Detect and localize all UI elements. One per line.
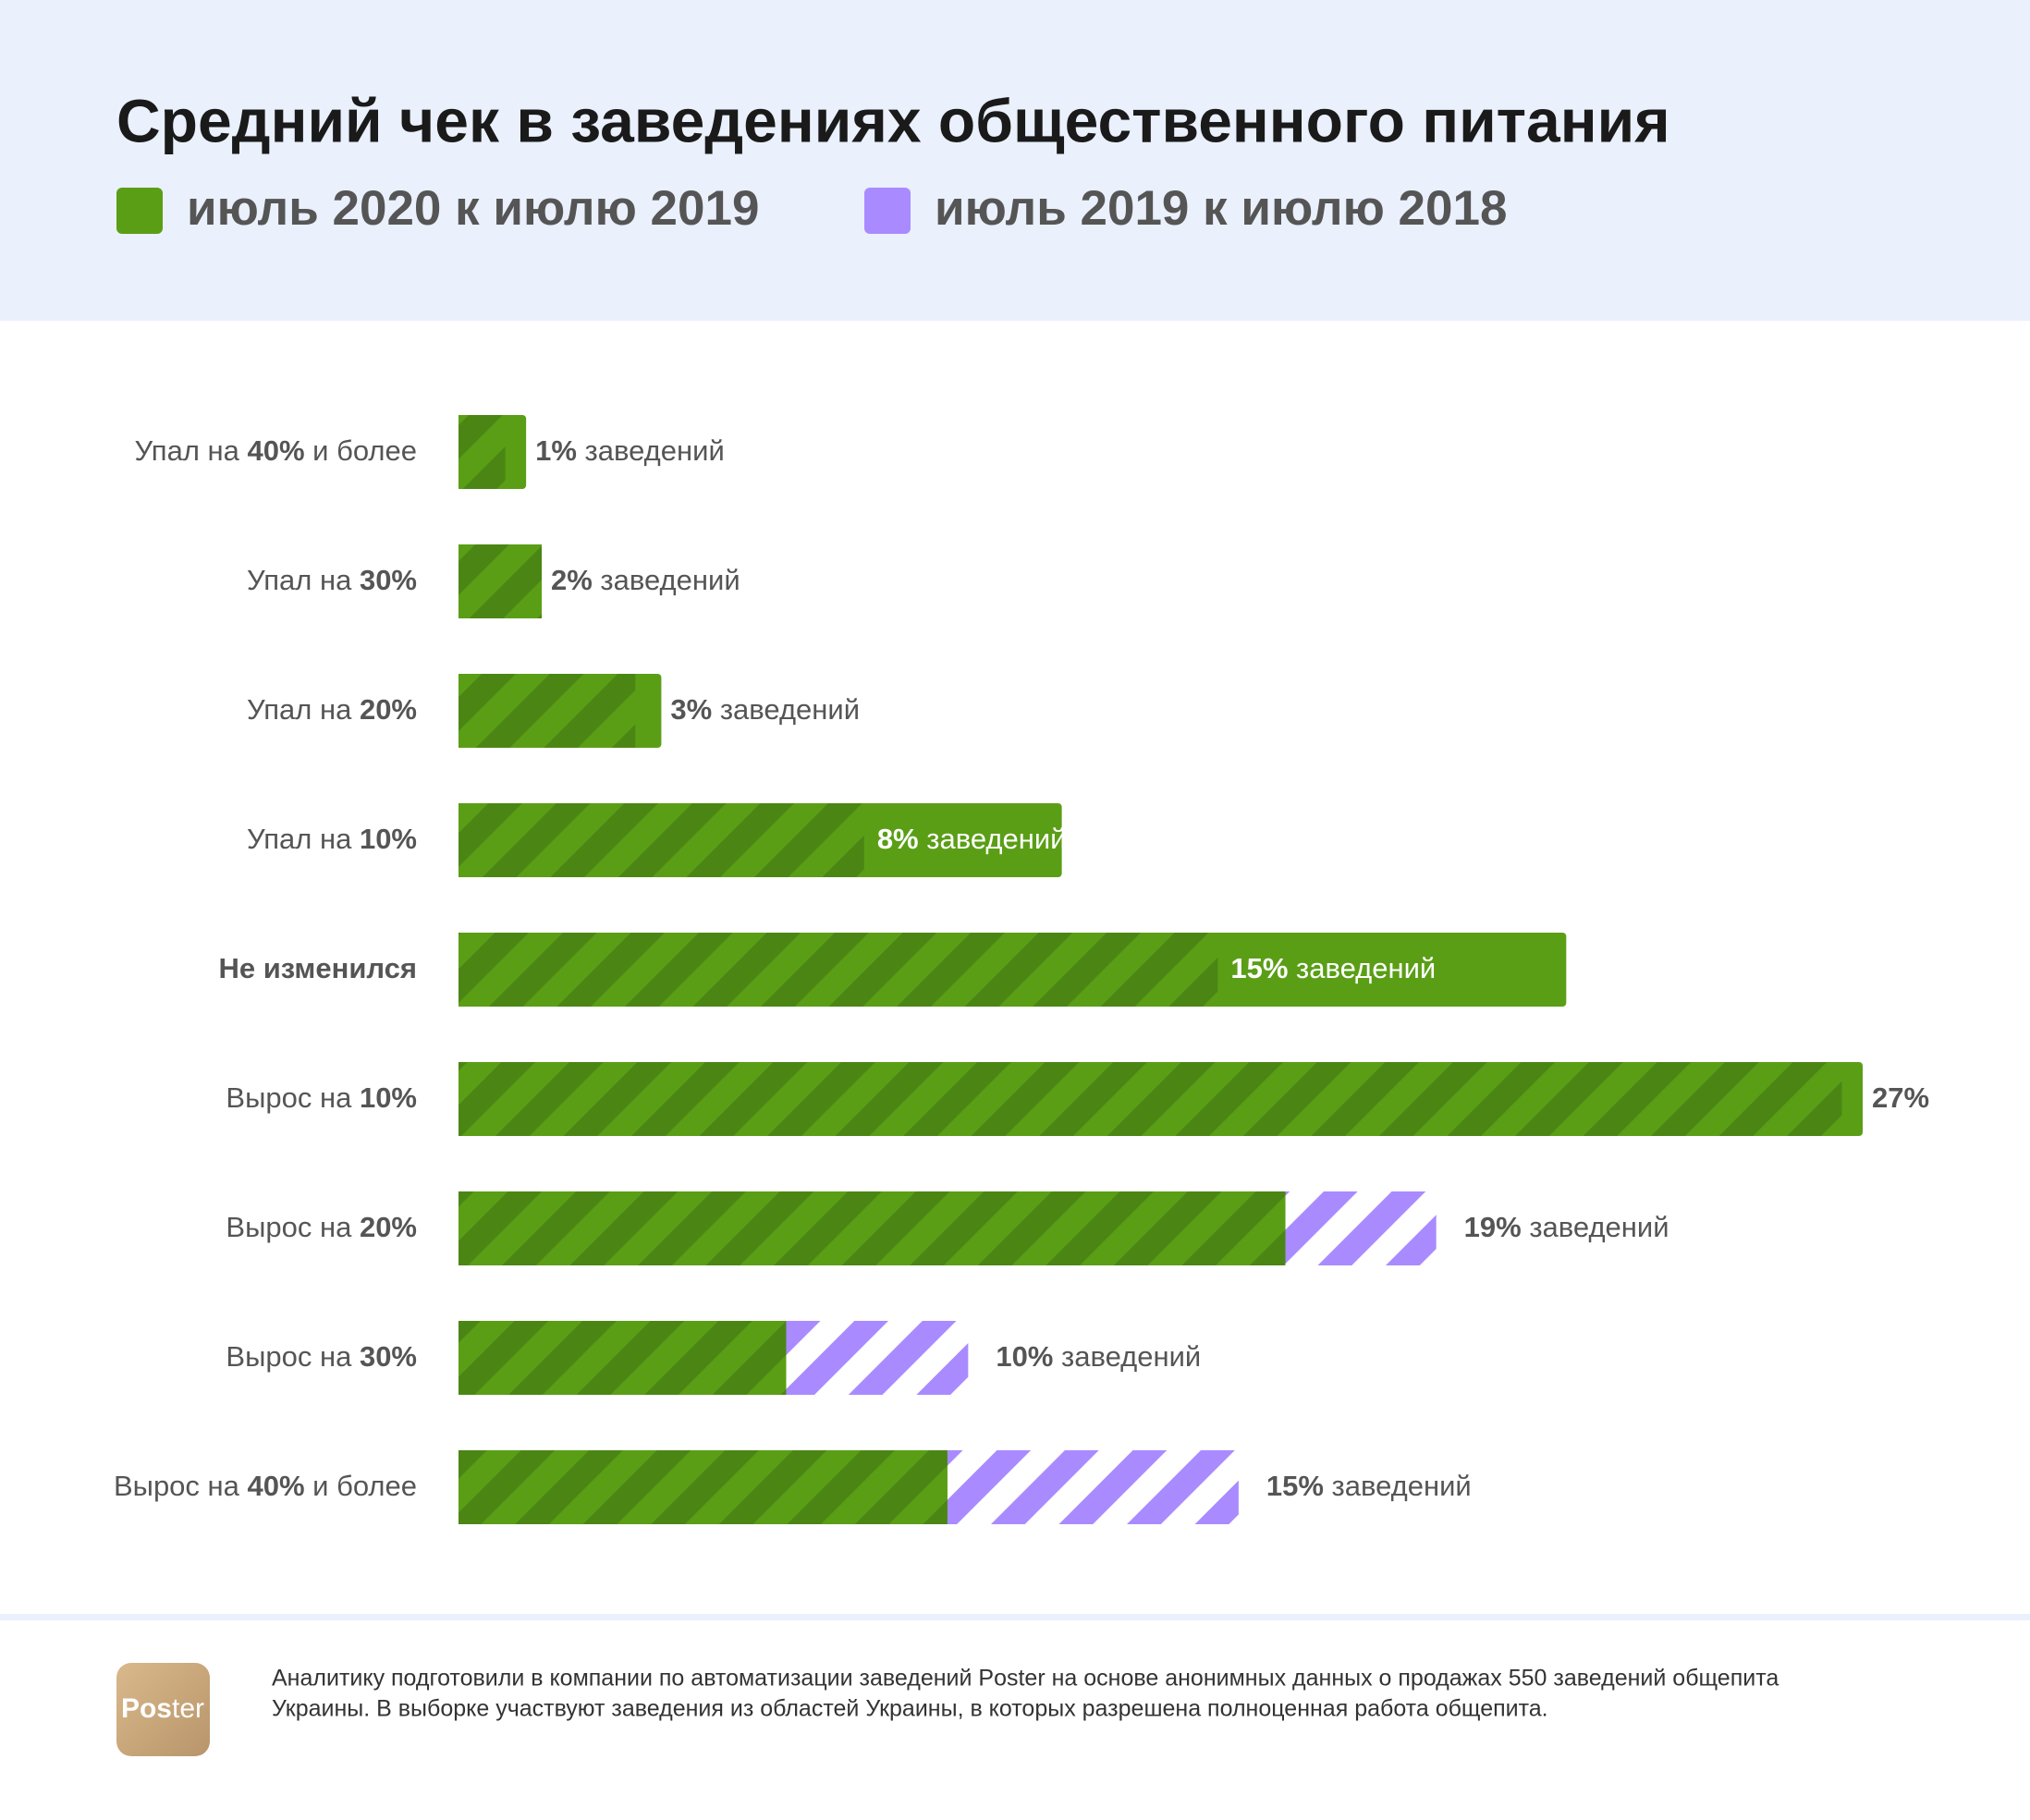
value-label: 27% bbox=[1872, 1081, 1929, 1114]
category-label: Упал на 10% bbox=[247, 823, 417, 855]
value-label: 3% заведений bbox=[670, 693, 860, 726]
category-label: Вырос на 30% bbox=[226, 1340, 417, 1373]
logo-text: Poster bbox=[121, 1693, 204, 1724]
value-label: 19% заведений bbox=[1464, 1211, 1669, 1243]
category-label: Не изменился bbox=[218, 952, 417, 984]
header-bg bbox=[0, 0, 2030, 321]
category-label: Вырос на 20% bbox=[226, 1211, 417, 1243]
bar-prev-overlap bbox=[459, 1321, 787, 1395]
logo bbox=[116, 1663, 210, 1756]
bar-prev-overlap bbox=[459, 544, 543, 618]
bar-prev-overlap bbox=[459, 674, 636, 748]
bar-prev-overlap bbox=[459, 415, 506, 489]
bar-prev-overlap bbox=[459, 1450, 948, 1524]
legend-label: июль 2019 к июлю 2018 bbox=[935, 181, 1507, 236]
value-label: 10% заведений bbox=[996, 1340, 1201, 1373]
footer-note: Аналитику подготовили в компании по авто… bbox=[272, 1666, 1779, 1692]
category-label: Упал на 40% и более bbox=[135, 434, 418, 467]
bar-prev-overlap bbox=[459, 933, 1218, 1007]
value-label: 15% заведений bbox=[1266, 1470, 1472, 1502]
value-label: 2% заведений bbox=[551, 564, 740, 596]
chart-title: Средний чек в заведениях общественного п… bbox=[116, 86, 1670, 154]
bar-prev-overlap bbox=[459, 1062, 1842, 1136]
value-label: 8% заведений bbox=[877, 823, 1067, 855]
category-label: Упал на 30% bbox=[247, 564, 417, 596]
separator bbox=[0, 1614, 2030, 1620]
legend-swatch bbox=[864, 188, 911, 234]
footer-note: Украины. В выборке участвуют заведения и… bbox=[272, 1696, 1548, 1722]
bar-prev-overlap bbox=[459, 1191, 1286, 1265]
legend-swatch bbox=[116, 188, 163, 234]
bar-prev-overlap bbox=[459, 803, 864, 877]
category-label: Вырос на 10% bbox=[226, 1081, 417, 1114]
value-label: 15% заведений bbox=[1230, 952, 1436, 984]
value-label: 1% заведений bbox=[535, 434, 725, 467]
legend-label: июль 2020 к июлю 2019 bbox=[187, 181, 759, 236]
category-label: Упал на 20% bbox=[247, 693, 417, 726]
category-label: Вырос на 40% и более bbox=[114, 1470, 417, 1502]
